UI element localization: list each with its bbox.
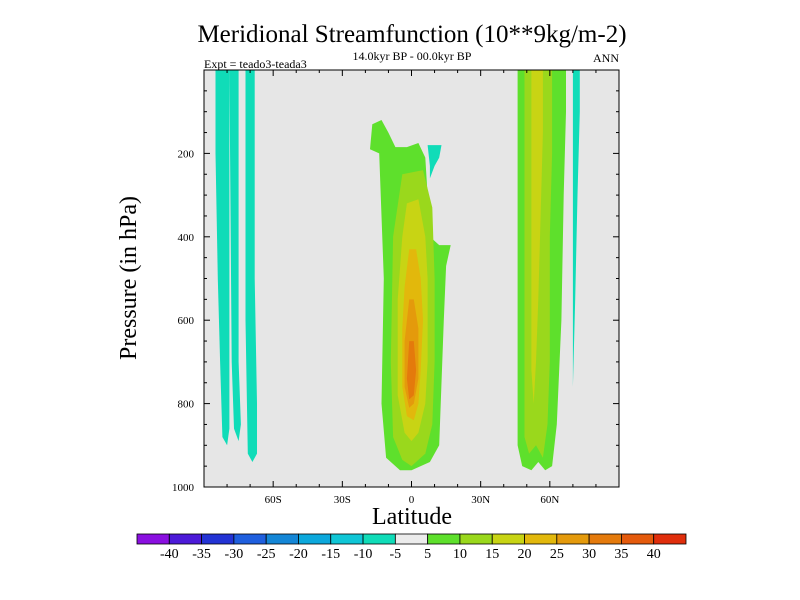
colorbar-swatch (588, 533, 622, 545)
colorbar-swatch (136, 533, 170, 545)
colorbar-label: -10 (354, 547, 373, 562)
contour-fill-regions (215, 70, 580, 471)
colorbar-swatch (621, 533, 655, 545)
colorbar: -40 -35 -30 -25 -20 -15 -10 -5 5 10 15 20 25 30 35 40 (136, 533, 687, 562)
colorbar-swatch (491, 533, 525, 545)
colorbar-label: -15 (321, 547, 340, 562)
x-tick-label: 60S (265, 494, 282, 506)
colorbar-label: -20 (289, 547, 308, 562)
colorbar-swatch (168, 533, 202, 545)
colorbar-label: -35 (192, 547, 211, 562)
colorbar-swatch (427, 533, 461, 545)
colorbar-swatch (459, 533, 493, 545)
y-axis-label: Pressure (in hPa) (116, 196, 142, 360)
contour-region-1 (215, 70, 230, 446)
axis-ticks: 60S 30S 0 30N 60N 200 400 600 800 1000 (172, 69, 620, 506)
colorbar-label: 40 (647, 547, 661, 562)
y-tick-label: 1000 (172, 482, 195, 494)
colorbar-label: -30 (225, 547, 244, 562)
x-axis-label: Latitude (372, 504, 452, 530)
colorbar-swatch (556, 533, 590, 545)
contour-region-14 (406, 341, 417, 400)
contour-region-2 (229, 70, 241, 442)
colorbar-swatch (298, 533, 332, 545)
chart-subtitle: 14.0kyr BP - 00.0kyr BP (353, 49, 472, 63)
y-tick-label: 400 (178, 232, 195, 244)
contour-region-4 (427, 145, 442, 179)
contour-region-5 (572, 70, 580, 387)
colorbar-label: 25 (550, 547, 564, 562)
x-tick-label: 60N (540, 494, 559, 506)
colorbar-label: 35 (614, 547, 628, 562)
colorbar-label: -5 (390, 547, 402, 562)
colorbar-swatch (201, 533, 235, 545)
colorbar-label: 30 (582, 547, 596, 562)
y-tick-label: 200 (178, 148, 195, 160)
colorbar-label: -40 (160, 547, 179, 562)
colorbar-swatch (524, 533, 558, 545)
contour-region-11 (531, 70, 543, 404)
colorbar-label: 10 (453, 547, 467, 562)
experiment-label: Expt = teado3-teada3 (204, 57, 307, 71)
colorbar-label: 15 (485, 547, 499, 562)
colorbar-label: 5 (424, 547, 431, 562)
x-tick-label: 0 (409, 494, 415, 506)
plot-area: 60S 30S 0 30N 60N 200 400 600 800 1000 (172, 69, 620, 506)
colorbar-label: -25 (257, 547, 276, 562)
colorbar-swatch (330, 533, 364, 545)
y-tick-label: 800 (178, 399, 195, 411)
x-tick-label: 30N (471, 494, 490, 506)
contour-region-3 (245, 70, 257, 462)
colorbar-label: 20 (518, 547, 532, 562)
colorbar-swatch (265, 533, 299, 545)
colorbar-swatch (362, 533, 396, 545)
colorbar-swatch (233, 533, 267, 545)
chart-title: Meridional Streamfunction (10**9kg/m-2) (197, 21, 626, 48)
x-tick-label: 30S (334, 494, 351, 506)
y-tick-label: 600 (178, 315, 195, 327)
colorbar-swatch (394, 533, 429, 545)
season-label: ANN (593, 51, 619, 65)
colorbar-swatch (653, 533, 687, 545)
